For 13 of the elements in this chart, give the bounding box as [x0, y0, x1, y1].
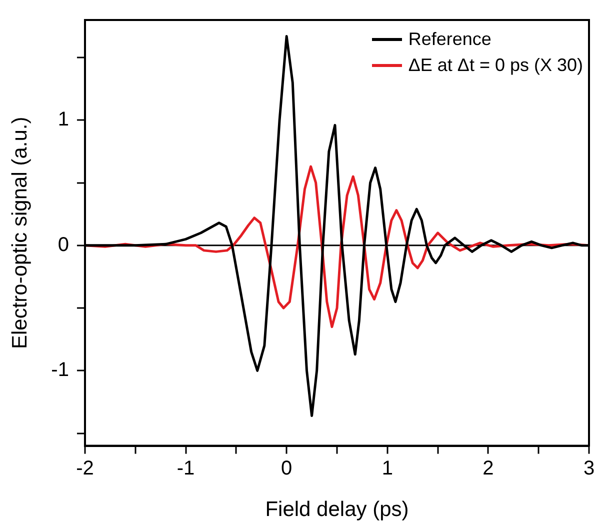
x-tick-label: 0 — [281, 457, 292, 480]
legend-label: Reference — [408, 28, 492, 50]
legend-label: ΔE at Δt = 0 ps (X 30) — [408, 54, 583, 76]
x-axis-title: Field delay (ps) — [265, 498, 409, 522]
x-tick-label: -1 — [176, 457, 195, 480]
y-tick-label: 0 — [58, 234, 69, 256]
x-tick-label: 2 — [482, 457, 494, 480]
x-tick-label: -2 — [76, 457, 94, 480]
y-axis-title: Electro-optic signal (a.u.) — [8, 116, 32, 350]
x-tick-label: 1 — [382, 457, 393, 480]
y-tick-label: 1 — [58, 108, 69, 131]
x-tick-label: 3 — [583, 457, 595, 480]
y-tick-label: -1 — [51, 359, 69, 382]
